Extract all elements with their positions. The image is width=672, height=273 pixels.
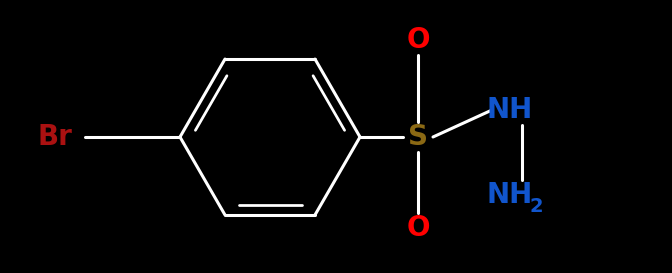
Text: O: O [407, 26, 430, 54]
Text: S: S [408, 123, 428, 151]
Text: NH: NH [487, 181, 533, 209]
Text: O: O [407, 214, 430, 242]
Text: 2: 2 [529, 197, 543, 216]
Text: Br: Br [38, 123, 73, 151]
Text: NH: NH [487, 96, 533, 124]
